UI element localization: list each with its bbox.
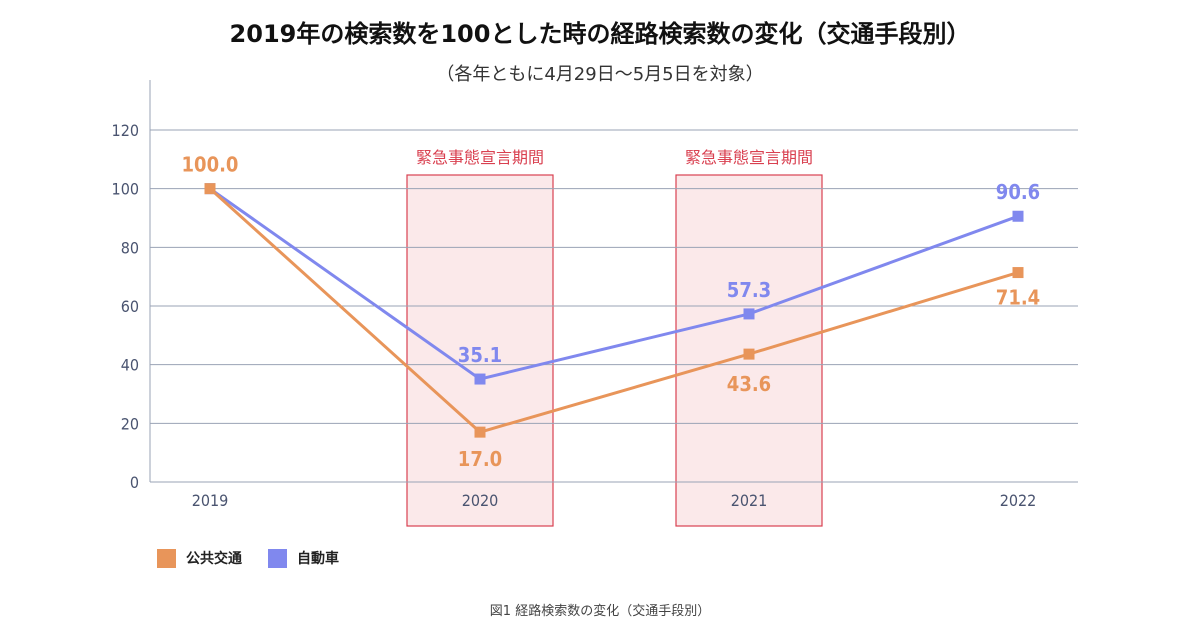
series-line-car: [209, 187, 1019, 381]
x-tick-label-2022: 2022: [1000, 491, 1037, 510]
x-tick-label-2020: 2020: [462, 491, 499, 510]
legend-label-public-transport: 公共交通: [186, 551, 242, 567]
legend-label-car: 自動車: [297, 551, 339, 567]
chart-subtitle: （各年ともに4月29日〜5月5日を対象）: [436, 64, 764, 85]
data-point-car-2022: [1012, 210, 1024, 222]
data-point-public-transport-2020: [474, 426, 486, 438]
chart-title: 2019年の検索数を100とした時の経路検索数の変化（交通手段別）: [229, 20, 971, 48]
data-label-car-2021: 57.3: [727, 278, 771, 302]
emergency-period-label-2021: 緊急事態宣言期間: [685, 148, 813, 167]
y-tick-label-40: 40: [121, 356, 139, 375]
series-line-public-transport: [208, 187, 1019, 434]
data-label-public-transport-2020: 17.0: [458, 447, 502, 471]
figure-caption: 図1 経路検索数の変化（交通手段別）: [489, 604, 711, 619]
data-point-public-transport-2022: [1012, 267, 1024, 279]
data-label-car-2022: 90.6: [996, 180, 1040, 204]
y-tick-label-80: 80: [121, 238, 139, 257]
data-point-public-transport-2019: [204, 183, 216, 195]
data-label-public-transport-2021: 43.6: [727, 372, 771, 396]
data-point-car-2020: [474, 373, 486, 385]
legend-swatch-public-transport: [157, 548, 176, 568]
legend-swatch-car: [268, 548, 287, 568]
x-tick-label-2019: 2019: [192, 491, 229, 510]
x-tick-label-2021: 2021: [731, 491, 768, 510]
data-label-public-transport-2019: 100.0: [182, 153, 239, 177]
data-point-car-2021: [743, 308, 755, 320]
legend: 公共交通 自動車: [157, 548, 339, 568]
emergency-period-band-2021: [675, 174, 823, 527]
y-tick-label-20: 20: [121, 414, 139, 433]
data-label-car-2020: 35.1: [458, 343, 502, 367]
y-tick-label-120: 120: [112, 121, 139, 140]
legend-item-car: 自動車: [268, 548, 339, 568]
y-tick-label-0: 0: [130, 473, 139, 492]
emergency-period-band-2020: [406, 174, 554, 527]
data-label-public-transport-2022: 71.4: [996, 286, 1040, 310]
data-point-public-transport-2021: [743, 348, 755, 360]
legend-item-public-transport: 公共交通: [157, 548, 242, 568]
y-tick-label-60: 60: [121, 297, 139, 316]
emergency-period-label-2020: 緊急事態宣言期間: [416, 148, 544, 167]
y-tick-label-100: 100: [112, 180, 139, 199]
